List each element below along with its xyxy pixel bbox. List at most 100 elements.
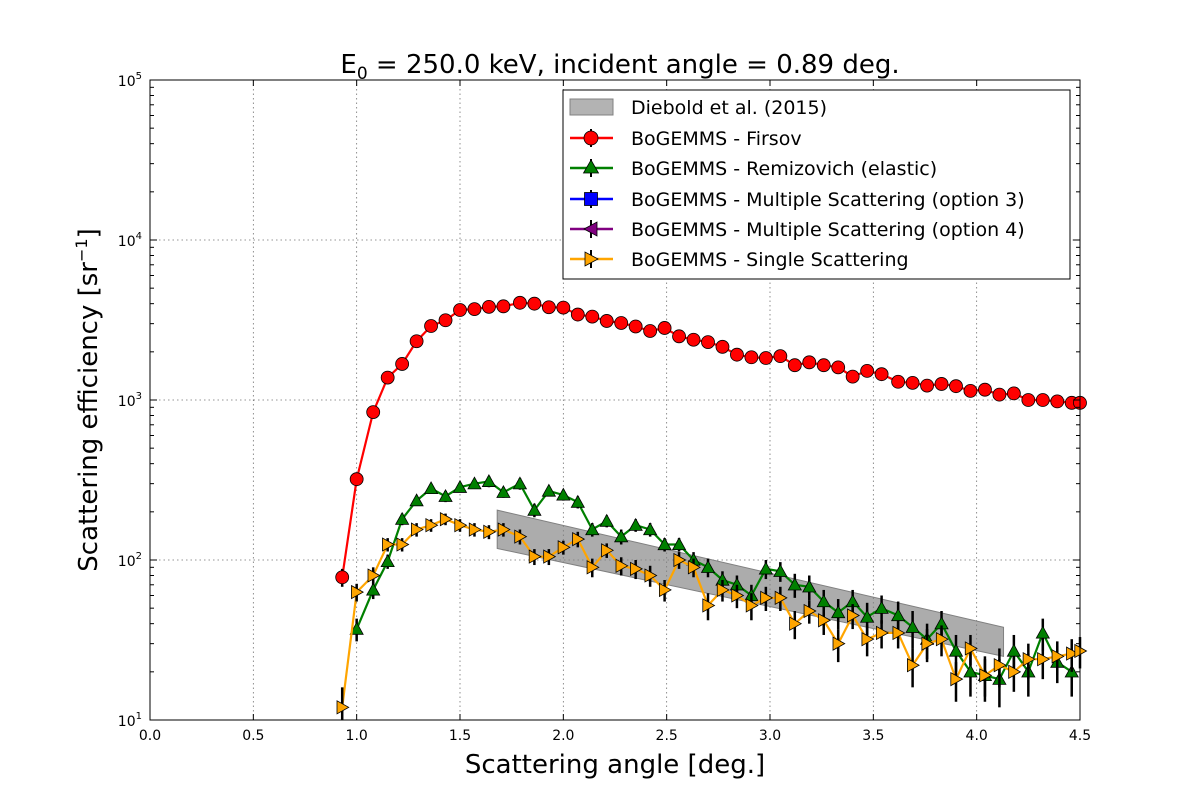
data-point: [730, 347, 744, 362]
data-point: [366, 582, 381, 596]
data-point: [599, 513, 614, 527]
x-tick-label: 2.5: [656, 728, 678, 744]
data-point: [423, 481, 439, 495]
legend-label-single-scattering: BoGEMMS - Single Scattering: [631, 249, 909, 271]
data-point: [454, 518, 468, 533]
y-tick-label-base: 10: [118, 554, 136, 570]
data-point: [657, 321, 672, 335]
data-point: [992, 387, 1007, 402]
data-point: [700, 559, 716, 573]
data-point: [1006, 643, 1022, 657]
data-point: [1051, 649, 1065, 664]
y-tick-label-exponent: 3: [136, 391, 142, 402]
data-point: [993, 658, 1007, 673]
data-point: [758, 561, 774, 575]
data-point: [831, 360, 846, 375]
x-tick-label: 2.0: [552, 728, 574, 744]
x-tick-label: 1.0: [346, 728, 368, 744]
data-point: [701, 335, 715, 350]
data-point: [644, 568, 658, 583]
data-point: [787, 577, 802, 591]
data-point: [481, 474, 497, 487]
data-point: [468, 522, 482, 537]
data-point: [556, 300, 571, 315]
data-point: [672, 329, 686, 344]
data-point: [847, 608, 860, 623]
legend-marker-remizovich: [582, 159, 600, 174]
data-point: [425, 518, 439, 533]
data-point: [614, 529, 629, 543]
legend-label-diebold: Diebold et al. (2015): [631, 97, 827, 119]
legend: Diebold et al. (2015) BoGEMMS - Firsov B…: [562, 89, 1071, 280]
series-0: [335, 295, 1087, 587]
data-point: [615, 558, 629, 573]
data-point: [380, 554, 395, 568]
data-point: [816, 358, 831, 373]
data-point: [745, 598, 759, 613]
data-point: [527, 502, 542, 516]
data-point: [349, 621, 364, 635]
data-point: [482, 299, 496, 314]
y-axis-title-main: Scattering efficiency [sr: [74, 262, 104, 572]
data-point: [527, 296, 542, 311]
data-point: [336, 700, 350, 715]
data-point: [409, 334, 424, 349]
data-point: [963, 383, 978, 398]
series-4: [336, 511, 1088, 720]
legend-label-firsov: BoGEMMS - Firsov: [631, 128, 802, 150]
data-point: [599, 314, 614, 328]
data-point: [716, 582, 730, 598]
data-point: [528, 549, 542, 564]
data-point: [543, 549, 557, 564]
data-point: [789, 616, 803, 631]
series-line: [341, 301, 1080, 578]
legend-marker-firsov: [583, 130, 599, 146]
legend-label-remizovich: BoGEMMS - Remizovich (elastic): [631, 158, 937, 180]
chart-title-rest: = 250.0 keV, incident angle = 0.89 deg.: [368, 50, 900, 80]
data-point: [628, 319, 643, 334]
y-axis-title-superscript: −1: [72, 238, 91, 262]
data-point: [702, 598, 716, 613]
data-point: [673, 552, 687, 568]
data-point: [570, 307, 585, 322]
y-tick-label-exponent: 1: [136, 711, 142, 722]
data-point: [744, 350, 759, 365]
legend-entry-ms-option3: BoGEMMS - Multiple Scattering (option 3): [570, 189, 1025, 211]
data-point: [950, 671, 964, 687]
data-point: [731, 588, 745, 603]
data-point: [424, 319, 438, 333]
data-point: [483, 524, 497, 540]
x-tick-label: 4.0: [966, 728, 988, 744]
data-point: [1035, 393, 1050, 407]
y-tick-label-exponent: 5: [136, 71, 142, 82]
data-point: [874, 367, 889, 382]
data-point: [628, 517, 643, 531]
data-point: [671, 537, 687, 551]
diebold-band-layer: [496, 509, 1005, 657]
data-point: [758, 351, 773, 365]
data-point: [349, 472, 364, 487]
data-point: [394, 511, 410, 525]
x-tick-label: 0.0: [139, 728, 161, 744]
series-layer: [335, 295, 1088, 720]
data-point: [686, 332, 701, 347]
data-point: [585, 309, 600, 324]
data-point: [935, 631, 949, 647]
data-point: [642, 522, 658, 536]
x-tick-label: 4.5: [1069, 728, 1091, 744]
data-point: [802, 579, 817, 593]
data-point: [570, 494, 585, 508]
data-point: [1022, 651, 1036, 667]
y-tick-label-base: 10: [118, 234, 136, 250]
data-point: [907, 658, 920, 673]
data-point: [438, 313, 453, 328]
data-point: [351, 584, 364, 600]
legend-marker-ms-option3: [584, 192, 598, 206]
data-point: [963, 664, 978, 678]
data-point: [921, 636, 935, 651]
data-point: [948, 643, 964, 657]
y-tick-label-base: 10: [118, 74, 136, 90]
legend-box: [562, 89, 1071, 280]
data-point: [496, 484, 511, 498]
